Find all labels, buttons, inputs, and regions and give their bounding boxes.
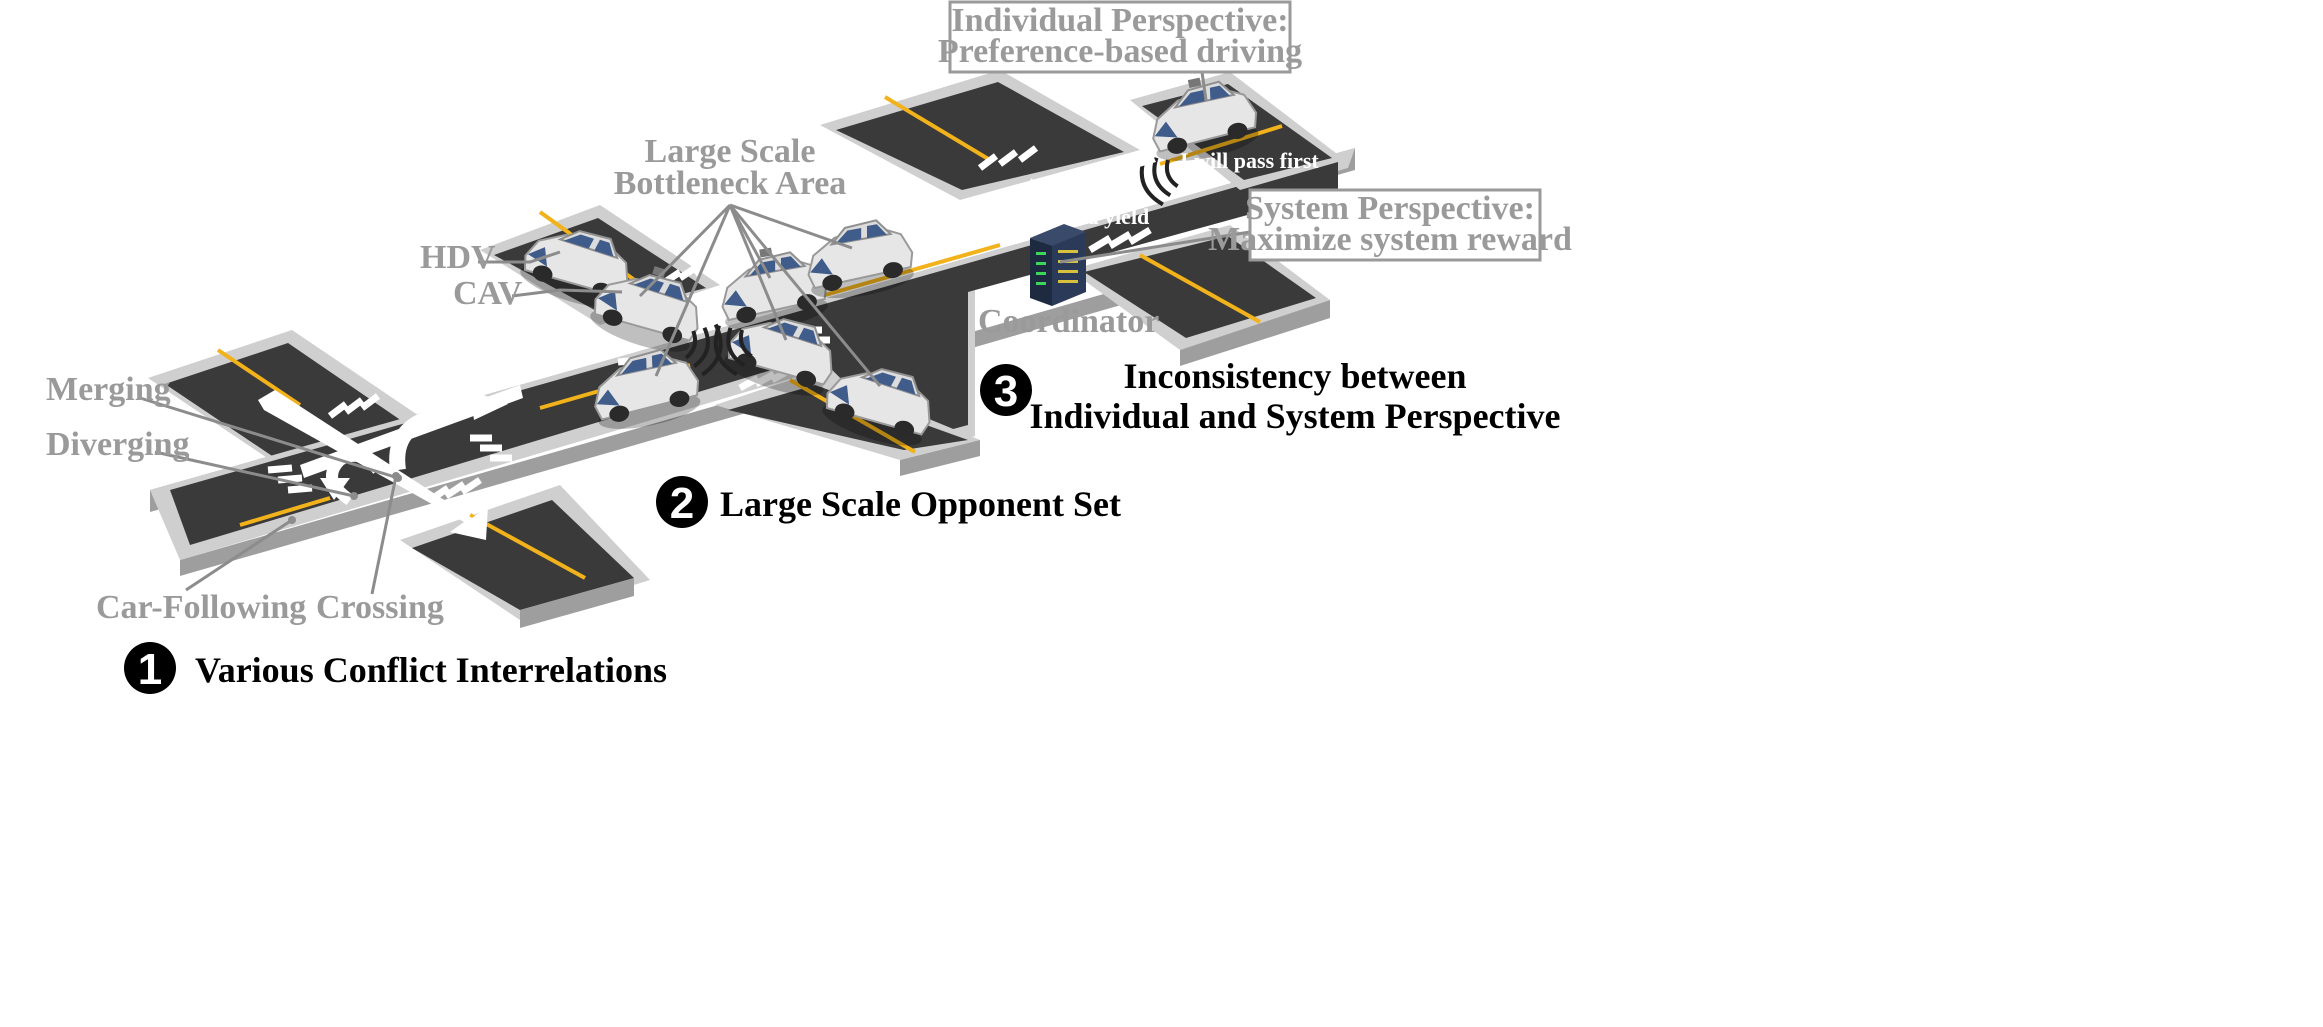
label-hdv: HDV — [420, 239, 496, 276]
label-coordinator: Coordinator — [978, 303, 1159, 340]
label-car-following: Car-Following — [96, 589, 306, 626]
challenge-1-text: Various Conflict Interrelations — [195, 650, 667, 690]
challenge-2-number: 2 — [670, 479, 694, 528]
challenge-3-text-line2: Individual and System Perspective — [1029, 396, 1560, 436]
individual-perspective-desc: Preference-based driving — [938, 33, 1302, 70]
system-perspective-desc: Maximize system reward — [1208, 221, 1572, 258]
pass-direction-arrow — [1010, 150, 1156, 206]
challenge-3: 3 Inconsistency between Individual and S… — [980, 356, 1561, 436]
individual-perspective-box: Individual Perspective: Preference-based… — [938, 0, 1302, 74]
challenge-2-text: Large Scale Opponent Set — [720, 484, 1121, 524]
system-perspective-title: System Perspective: — [1245, 190, 1535, 227]
challenge-3-number: 3 — [994, 367, 1018, 416]
challenge-2: 2 Large Scale Opponent Set — [656, 476, 1121, 528]
speech-i-will-pass-first: I will pass first — [1180, 148, 1319, 173]
individual-perspective-title: Individual Perspective: — [951, 2, 1288, 39]
label-bottleneck-line1: Large Scale — [645, 133, 816, 170]
label-crossing: Crossing — [316, 589, 444, 626]
label-bottleneck-line2: Bottleneck Area — [614, 165, 847, 202]
challenge-1-number: 1 — [138, 645, 162, 694]
label-cav: CAV — [453, 275, 523, 312]
label-diverging: Diverging — [46, 426, 190, 463]
label-merging: Merging — [46, 371, 171, 408]
speech-you-should-yield: You should yield — [994, 204, 1149, 229]
leader-lines — [139, 71, 1251, 595]
system-perspective-box: System Perspective: Maximize system rewa… — [1208, 188, 1572, 262]
left-turn-arrow — [389, 396, 483, 472]
challenge-1: 1 Various Conflict Interrelations — [124, 642, 667, 694]
challenge-3-text-line1: Inconsistency between — [1124, 356, 1467, 396]
leader-dots — [288, 472, 402, 524]
coordinator-server-icon — [1030, 224, 1086, 306]
